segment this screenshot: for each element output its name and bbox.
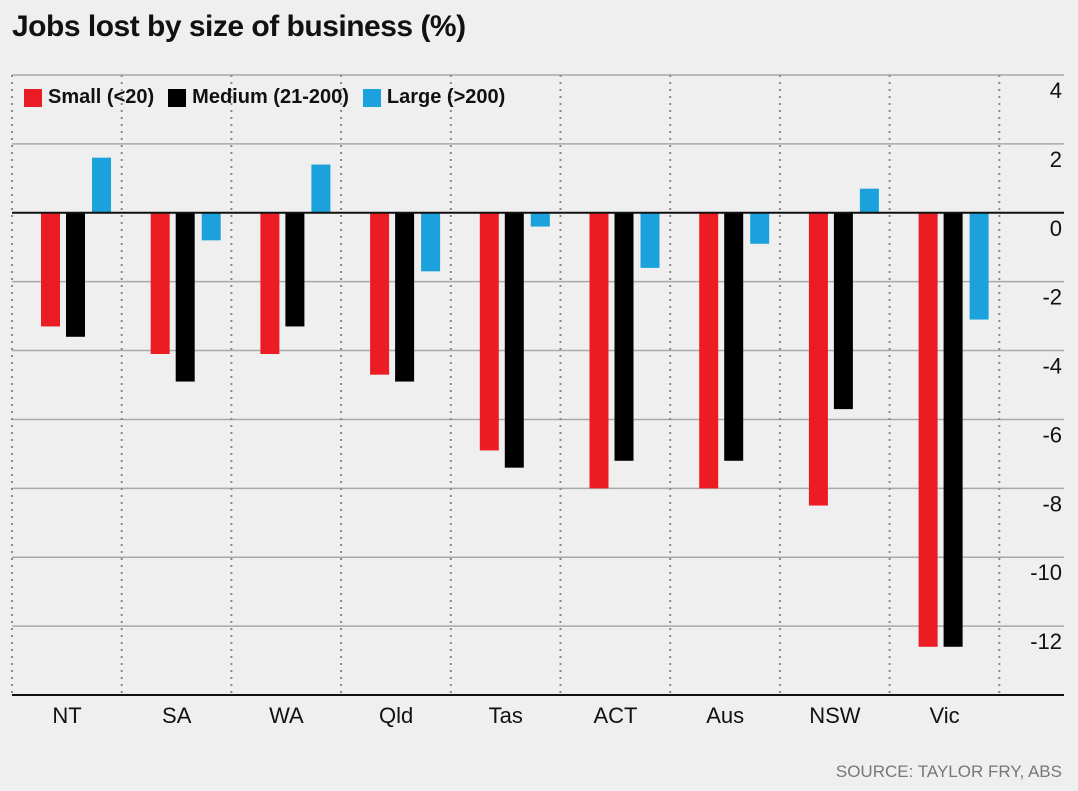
chart-title: Jobs lost by size of business (%) <box>12 10 466 43</box>
legend-swatch-small <box>24 88 42 107</box>
bar-large-aus <box>750 212 770 244</box>
x-tick-label-sa: SA <box>162 703 192 728</box>
legend-label-medium: Medium (21-200) <box>192 86 349 108</box>
bar-medium-wa <box>285 212 305 327</box>
bar-medium-vic <box>943 212 963 647</box>
bar-small-aus <box>699 212 719 489</box>
bar-small-tas <box>479 212 499 451</box>
bar-large-tas <box>530 212 550 227</box>
bar-small-vic <box>918 212 938 647</box>
y-tick-label: 2 <box>1050 147 1062 172</box>
y-tick-label: -8 <box>1042 491 1062 516</box>
axes <box>12 211 1064 696</box>
bars <box>41 157 989 647</box>
y-tick-label: -4 <box>1042 354 1062 379</box>
legend-swatch-large <box>362 88 381 107</box>
legend-item-large: Large (>200) <box>362 86 506 109</box>
grid <box>11 74 1064 696</box>
y-tick-label: 0 <box>1050 216 1062 241</box>
legend-swatch-medium <box>168 88 187 107</box>
x-tick-labels: NT SA WA Qld Tas ACT Aus NSW Vic <box>52 703 959 728</box>
y-tick-label: -12 <box>1030 629 1062 654</box>
bar-medium-nsw <box>833 212 853 410</box>
bar-large-sa <box>201 212 221 241</box>
bar-medium-tas <box>504 212 524 468</box>
bar-medium-nt <box>66 212 85 337</box>
source-note: SOURCE: TAYLOR FRY, ABS <box>835 762 1062 781</box>
bar-small-sa <box>150 212 170 354</box>
y-tick-label: -10 <box>1030 560 1062 585</box>
bar-large-act <box>640 212 660 268</box>
bar-large-nt <box>92 157 111 213</box>
legend-item-medium: Medium (21-200) <box>168 86 349 109</box>
bar-medium-sa <box>175 212 195 382</box>
x-tick-label-nsw: NSW <box>809 703 861 728</box>
legend-item-small: Small (<20) <box>24 86 154 109</box>
bar-small-qld <box>370 212 390 375</box>
bar-medium-aus <box>724 212 744 461</box>
bar-small-act <box>589 212 609 489</box>
y-tick-labels: 4 2 0 -2 -4 -6 -8 -10 -12 <box>1030 78 1062 654</box>
y-tick-label: -6 <box>1042 422 1062 447</box>
x-tick-label-nt: NT <box>52 703 81 728</box>
x-tick-label-wa: WA <box>269 703 304 728</box>
x-tick-label-tas: Tas <box>489 703 523 728</box>
x-tick-label-aus: Aus <box>706 703 744 728</box>
x-tick-label-act: ACT <box>594 703 638 728</box>
y-tick-label: -2 <box>1042 285 1062 310</box>
bar-small-nsw <box>808 212 828 506</box>
y-tick-label: 4 <box>1050 78 1062 103</box>
bar-large-wa <box>311 164 331 213</box>
bar-large-vic <box>969 212 989 320</box>
bar-medium-qld <box>395 212 415 382</box>
x-tick-label-qld: Qld <box>379 703 413 728</box>
x-tick-label-vic: Vic <box>930 703 960 728</box>
bar-large-nsw <box>859 188 879 213</box>
legend-label-large: Large (>200) <box>386 86 506 108</box>
legend-label-small: Small (<20) <box>48 86 155 108</box>
bar-small-nt <box>41 212 60 327</box>
bar-small-wa <box>260 212 280 354</box>
legend: Small (<20) Medium (21-200) Large (>200) <box>24 86 519 109</box>
bar-large-qld <box>421 212 441 272</box>
bar-medium-act <box>614 212 634 461</box>
